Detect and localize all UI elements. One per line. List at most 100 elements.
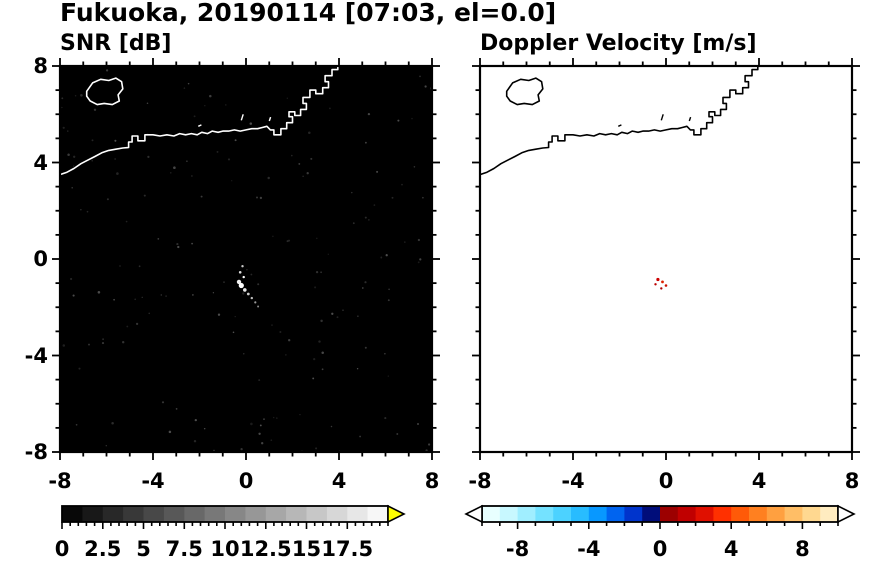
colorbar-segment [245, 506, 267, 522]
colorbar-segment [624, 506, 643, 522]
colorbar-segment [482, 506, 501, 522]
colorbar-segment [367, 506, 389, 522]
colorbar-tick-label: 15 [291, 537, 322, 561]
coastline-mark [688, 116, 692, 122]
colorbar-tick-label: 12.5 [239, 537, 292, 561]
coastline-mark [240, 114, 244, 121]
colorbar-segment [225, 506, 246, 522]
colorbar-ticks [61, 522, 389, 529]
coastline-mainland [480, 66, 759, 176]
echo-point [664, 284, 668, 287]
colorbar-segment [802, 506, 821, 522]
echo-point [654, 283, 657, 286]
echo-point [257, 305, 260, 308]
axis-ticks [52, 58, 440, 460]
snr-colorbar [61, 504, 406, 529]
x-tick-label: -8 [48, 469, 72, 493]
echo-point [238, 282, 244, 289]
colorbar-segment [204, 506, 226, 522]
echo-point [661, 280, 664, 284]
coastline-mark [268, 116, 272, 122]
colorbar-segment [642, 506, 661, 522]
plot-content [480, 66, 759, 290]
colorbar-segment [784, 506, 803, 522]
echo-point [236, 279, 242, 285]
colorbar-segment [163, 506, 185, 522]
colorbar-segment [265, 506, 287, 522]
coastline-mark [618, 124, 622, 127]
colorbar-segment [535, 506, 554, 522]
colorbar-segment [184, 506, 206, 522]
colorbar-segment [553, 506, 572, 522]
axis-ticks [472, 58, 860, 460]
snr-plot [52, 58, 440, 460]
colorbar-over-arrow [387, 504, 406, 524]
colorbar-segment [347, 506, 369, 522]
plot-background [480, 66, 852, 452]
echo-point [656, 277, 660, 282]
colorbar-tick-label: 10 [210, 537, 240, 561]
y-tick-label: 4 [33, 150, 48, 175]
colorbar-segment [677, 506, 697, 522]
colorbar-ticks [481, 522, 839, 529]
colorbar-tick-label: 0 [54, 537, 70, 561]
x-tick-label: 8 [424, 469, 440, 493]
colorbar-segment [606, 506, 625, 522]
plot-content [60, 66, 432, 452]
y-tick-label: -4 [24, 343, 48, 368]
colorbar-tick-label: -8 [505, 537, 530, 561]
coastline-island [85, 77, 124, 106]
doppler-plot [472, 58, 860, 460]
panel-title-doppler: Doppler Velocity [m/s] [480, 31, 757, 56]
colorbar-tick-label: 0 [652, 537, 668, 561]
colorbar-segment [123, 506, 144, 522]
colorbar-tick-label: -4 [577, 537, 601, 561]
colorbar-segment [102, 506, 124, 522]
x-tick-label: 0 [658, 469, 674, 493]
colorbar-segment [695, 506, 714, 522]
echo-point [241, 265, 244, 268]
echo-point [250, 296, 253, 300]
colorbar-segment [766, 506, 786, 522]
echo-point [246, 292, 250, 296]
coastline-mainland [60, 66, 339, 176]
echo-point [254, 301, 257, 304]
x-tick-label: -8 [468, 469, 492, 493]
plot-background [60, 66, 432, 452]
x-tick-label: 8 [844, 469, 860, 493]
doppler-colorbar [464, 504, 856, 529]
y-tick-label: -8 [24, 440, 48, 464]
colorbar-segment [82, 506, 104, 522]
y-tick-label: 8 [33, 54, 48, 78]
figure-title: Fukuoka, 20190114 [07:03, el=0.0] [60, 0, 557, 27]
colorbar-over-arrow [837, 504, 856, 524]
colorbar-segment [588, 506, 608, 522]
colorbar-segment [749, 506, 768, 522]
echo-point [243, 288, 247, 292]
colorbar-tick-label: 7.5 [165, 537, 203, 561]
y-tick-label: 0 [33, 247, 48, 271]
coastline-mark [660, 114, 664, 121]
echo-point [660, 287, 663, 290]
colorbar-tick-label: 4 [723, 537, 739, 561]
colorbar-segment [286, 506, 307, 522]
x-tick-label: -4 [561, 469, 585, 493]
colorbar-segment [62, 506, 83, 522]
colorbar-under-arrow [464, 504, 483, 524]
colorbar-tick-label: 17.5 [321, 537, 374, 561]
panel-title-snr: SNR [dB] [60, 31, 172, 56]
colorbar-segment [306, 506, 328, 522]
coastline-mark [198, 124, 202, 127]
colorbar-segment [517, 506, 536, 522]
x-tick-label: 4 [751, 469, 767, 493]
colorbar-tick-label: 2.5 [84, 537, 122, 561]
x-tick-label: 0 [238, 469, 254, 493]
colorbar-tick-label: 8 [795, 537, 810, 561]
colorbar-segment [143, 506, 165, 522]
colorbar-segment [571, 506, 590, 522]
colorbar-segment [731, 506, 750, 522]
x-tick-label: 4 [331, 469, 347, 493]
echo-point [238, 271, 242, 274]
colorbar-segment [660, 506, 679, 522]
x-tick-label: -4 [141, 469, 165, 493]
